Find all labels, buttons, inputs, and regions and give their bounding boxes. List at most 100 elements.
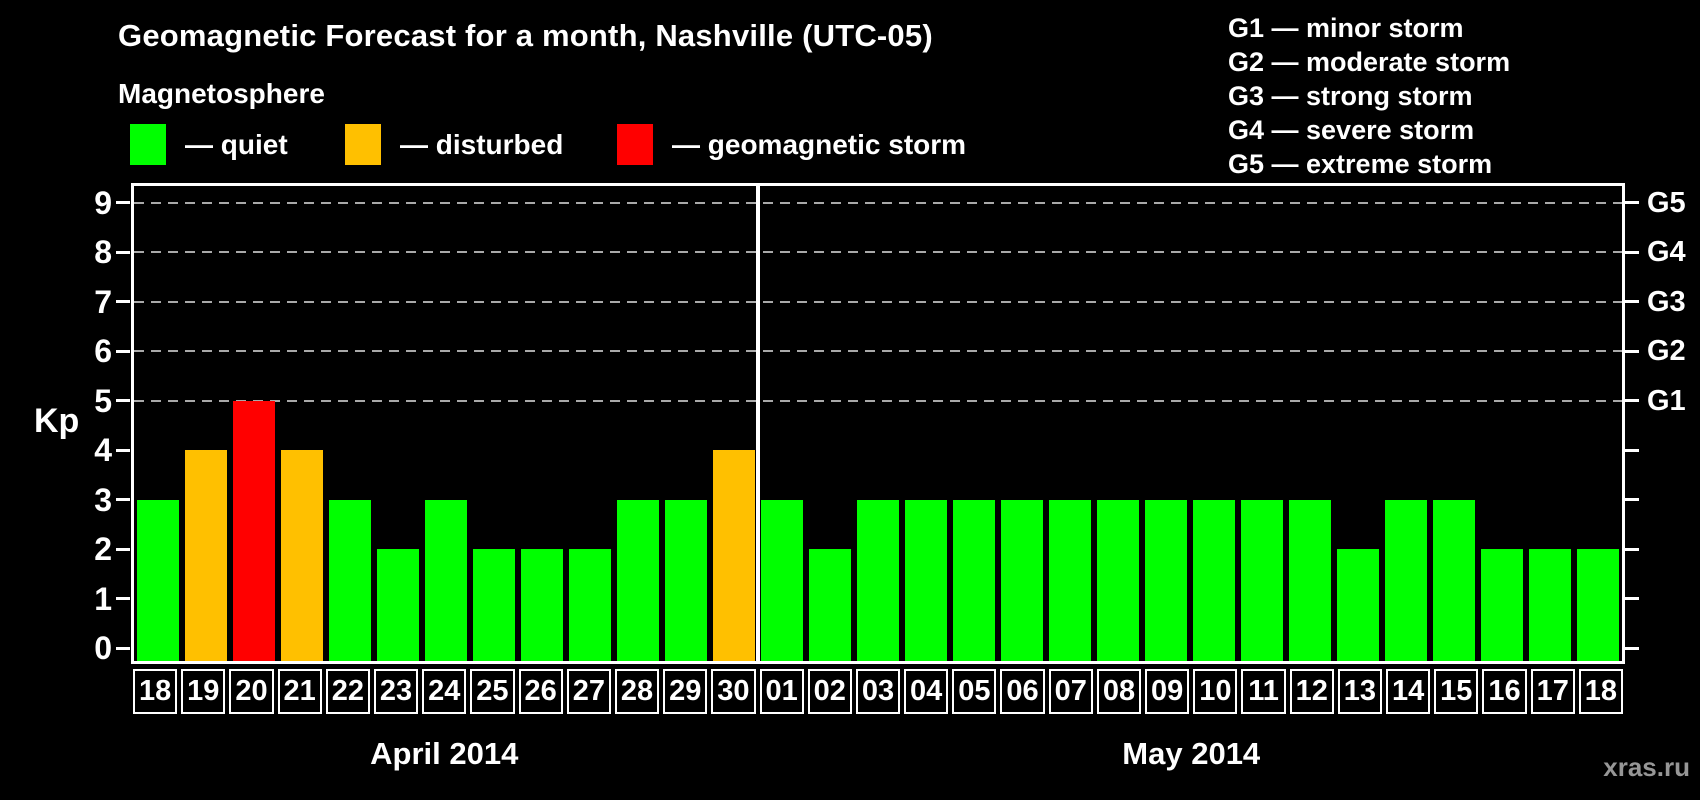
- magnetosphere-label: Magnetosphere: [118, 78, 325, 109]
- g-axis-label-g1: G1: [1647, 384, 1686, 417]
- date-cell: 18: [133, 669, 178, 714]
- date-cell: 02: [807, 669, 852, 714]
- plot-area: [131, 183, 1625, 664]
- date-cell: 19: [181, 669, 226, 714]
- kp-bar-day-07: [1049, 499, 1091, 661]
- g-axis-tick: [1625, 597, 1639, 600]
- date-cell: 28: [614, 669, 660, 714]
- y-axis-tick: [116, 300, 130, 303]
- date-cell: 07: [1048, 669, 1093, 714]
- kp-bar-day-11: [1241, 499, 1283, 661]
- y-axis-tick-label: 5: [94, 382, 112, 419]
- g-axis-label-g5: G5: [1647, 186, 1686, 219]
- kp-bar-day-16: [1481, 549, 1523, 661]
- y-axis-tick: [116, 646, 130, 650]
- kp-bar-day-21: [281, 450, 323, 661]
- y-axis-tick-label: 8: [94, 234, 112, 270]
- date-cell: 09: [1145, 669, 1190, 714]
- date-cell: 30: [711, 669, 756, 714]
- legend-label-storm: — geomagnetic storm: [672, 129, 967, 160]
- y-axis-tick: [116, 547, 130, 551]
- legend-label-quiet: — quiet: [185, 129, 288, 160]
- date-cell: 13: [1337, 669, 1383, 714]
- y-axis-tick: [116, 597, 130, 600]
- kp-axis-label: Kp: [34, 402, 80, 440]
- date-cell: 21: [277, 669, 322, 714]
- kp-bar-day-30: [713, 450, 755, 661]
- date-cell: 06: [1000, 669, 1045, 714]
- y-axis-tick: [116, 201, 130, 204]
- date-cell: 12: [1289, 669, 1334, 714]
- date-cell: 05: [952, 669, 997, 714]
- date-cell: 17: [1530, 669, 1575, 714]
- kp-bar-day-18: [137, 499, 179, 661]
- kp-bar-day-18: [1577, 549, 1619, 661]
- date-cell: 26: [518, 669, 563, 714]
- kp-bar-day-12: [1289, 499, 1331, 661]
- date-cell: 16: [1482, 669, 1527, 714]
- date-cell: 14: [1386, 669, 1431, 714]
- kp-bar-day-27: [569, 549, 611, 661]
- g-scale-line: G2 — moderate storm: [1228, 47, 1511, 77]
- g-axis-tick: [1625, 498, 1639, 501]
- date-cell: 01: [759, 669, 804, 714]
- kp-bar-day-04: [905, 499, 947, 661]
- y-axis-tick-label: 3: [94, 481, 112, 518]
- kp-bar-day-28: [617, 499, 659, 661]
- date-cell: 20: [229, 669, 274, 714]
- storm-gridline-kp5: [134, 399, 1622, 402]
- date-cell: 22: [325, 669, 370, 714]
- kp-bar-day-01: [761, 499, 803, 661]
- legend-swatch-quiet: [130, 124, 166, 165]
- date-cell: 10: [1193, 669, 1238, 714]
- g-scale-line: G5 — extreme storm: [1228, 149, 1493, 179]
- y-axis-tick-label: 2: [94, 531, 112, 567]
- g-axis-label-g3: G3: [1647, 285, 1686, 318]
- kp-bar-day-20: [233, 400, 275, 661]
- y-axis-tick-label: 0: [94, 630, 112, 666]
- g-axis-tick: [1625, 250, 1639, 254]
- kp-bar-day-23: [377, 549, 419, 661]
- kp-bar-day-10: [1193, 499, 1235, 661]
- legend-swatch-storm: [617, 124, 653, 165]
- kp-bar-day-19: [185, 450, 227, 661]
- kp-bar-day-06: [1001, 499, 1043, 661]
- month-label-may: May 2014: [1122, 736, 1261, 771]
- date-cell: 03: [855, 669, 901, 714]
- g-axis-tick: [1625, 646, 1639, 650]
- g-axis-tick: [1625, 399, 1639, 402]
- chart-title: Geomagnetic Forecast for a month, Nashvi…: [118, 18, 933, 53]
- storm-gridline-kp6: [134, 350, 1622, 352]
- kp-bar-day-08: [1097, 499, 1139, 661]
- y-axis-tick-label: 4: [94, 432, 112, 468]
- month-divider: [756, 186, 760, 661]
- g-scale-line: G4 — severe storm: [1228, 115, 1475, 145]
- g-axis-label-g2: G2: [1647, 335, 1686, 367]
- date-cell: 15: [1434, 669, 1479, 714]
- y-axis-tick-label: 9: [94, 184, 112, 221]
- g-axis-tick: [1625, 547, 1639, 551]
- date-cell: 08: [1096, 669, 1142, 714]
- g-axis-label-g4: G4: [1647, 236, 1686, 268]
- kp-bar-day-17: [1529, 549, 1571, 661]
- g-scale-legend: G1 — minor storm G2 — moderate storm G3 — …: [1228, 11, 1510, 181]
- y-axis-tick: [116, 399, 130, 402]
- date-cell: 04: [904, 669, 949, 714]
- date-cell: 23: [373, 669, 419, 714]
- legend-label-disturbed: — disturbed: [400, 129, 564, 160]
- g-scale-line: G1 — minor storm: [1228, 13, 1464, 43]
- y-axis-tick-label: 7: [94, 283, 112, 320]
- kp-bar-day-13: [1337, 549, 1379, 661]
- y-axis-tick: [116, 498, 130, 501]
- y-axis-tick-label: 1: [94, 580, 112, 617]
- kp-bar-day-29: [665, 499, 707, 661]
- legend-swatch-disturbed: [345, 124, 381, 165]
- date-cell: 27: [566, 669, 611, 714]
- kp-bar-day-05: [953, 499, 995, 661]
- storm-gridline-kp7: [134, 300, 1622, 303]
- kp-bar-day-02: [809, 549, 851, 661]
- storm-gridline-kp9: [134, 201, 1622, 204]
- kp-bar-day-26: [521, 549, 563, 661]
- storm-gridline-kp8: [134, 251, 1622, 253]
